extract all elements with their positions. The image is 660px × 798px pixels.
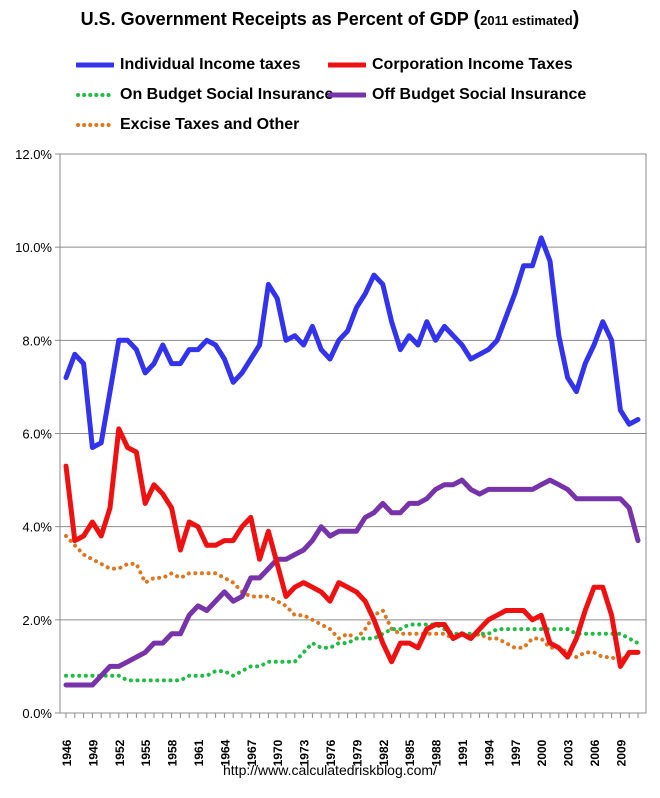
chart-title-paren-close: )	[572, 8, 580, 30]
y-tick-label: 4.0%	[22, 520, 52, 535]
chart-title-estimate: 2011 estimated	[480, 13, 573, 28]
legend-label: Excise Taxes and Other	[120, 116, 300, 133]
series-line-individual-income-taxes	[63, 235, 641, 450]
legend-swatch-dotted-green	[76, 93, 114, 97]
x-tick-label: 1991	[456, 739, 470, 766]
x-tick-label: 1964	[218, 739, 232, 766]
legend-label: Off Budget Social Insurance	[372, 86, 587, 103]
x-tick-label: 1988	[430, 739, 444, 766]
x-tick-label: 1949	[86, 739, 100, 766]
legend-label: Individual Income taxes	[120, 56, 301, 73]
chart-title-paren-open: (	[473, 8, 481, 30]
chart-title-main: U.S. Government Receipts as Percent of G…	[80, 9, 474, 29]
x-tick-label: 2003	[562, 739, 576, 766]
x-tick-label: 1952	[113, 739, 127, 766]
x-tick-label: 1985	[403, 739, 417, 766]
legend-swatch-solid-red	[328, 62, 366, 68]
x-tick-label: 1982	[377, 739, 391, 766]
source-url: http://www.calculatedriskblog.com/	[223, 762, 437, 778]
y-tick-label: 0.0%	[22, 706, 52, 721]
y-tick-label: 12.0%	[15, 147, 52, 162]
y-tick-label: 8.0%	[22, 333, 52, 348]
x-tick-label: 1973	[298, 739, 312, 766]
x-tick-label: 1994	[482, 739, 496, 766]
legend-swatch-solid-purple	[328, 92, 366, 98]
legend-swatch-solid-blue	[76, 62, 114, 68]
x-tick-label: 1967	[245, 739, 259, 766]
legend-item-off-budget: Off Budget Social Insurance	[328, 84, 586, 106]
chart-title: U.S. Government Receipts as Percent of G…	[0, 8, 660, 31]
legend-item-corporation-income: Corporation Income Taxes	[328, 54, 573, 76]
y-tick-label: 2.0%	[22, 613, 52, 628]
y-tick-label: 6.0%	[22, 427, 52, 442]
x-tick-label: 1997	[509, 739, 523, 766]
x-tick-label: 1970	[271, 739, 285, 766]
x-tick-label: 1979	[350, 739, 364, 766]
legend-item-individual-income: Individual Income taxes	[76, 54, 301, 76]
y-tick-label: 10.0%	[15, 240, 52, 255]
legend-label: On Budget Social Insurance	[120, 86, 334, 103]
legend-label: Corporation Income Taxes	[372, 56, 573, 73]
series-line-on-budget-social-insurance	[64, 622, 640, 683]
x-tick-label: 1976	[324, 739, 338, 766]
series-line-off-budget-social-insurance	[63, 477, 641, 688]
series-line-corporation-income-taxes	[63, 426, 641, 669]
x-tick-label: 1955	[139, 739, 153, 766]
x-tick-label: 2009	[614, 739, 628, 766]
x-tick-label: 2000	[535, 739, 549, 766]
x-tick-label: 1961	[192, 739, 206, 766]
legend-item-on-budget: On Budget Social Insurance	[76, 84, 333, 106]
x-tick-label: 2006	[588, 739, 602, 766]
x-tick-label: 1958	[166, 739, 180, 766]
legend-swatch-dotted-orange	[76, 123, 114, 127]
x-tick-label: 1946	[60, 739, 74, 766]
series-line-excise-taxes-and-other	[64, 534, 640, 664]
legend-item-excise: Excise Taxes and Other	[76, 114, 299, 136]
